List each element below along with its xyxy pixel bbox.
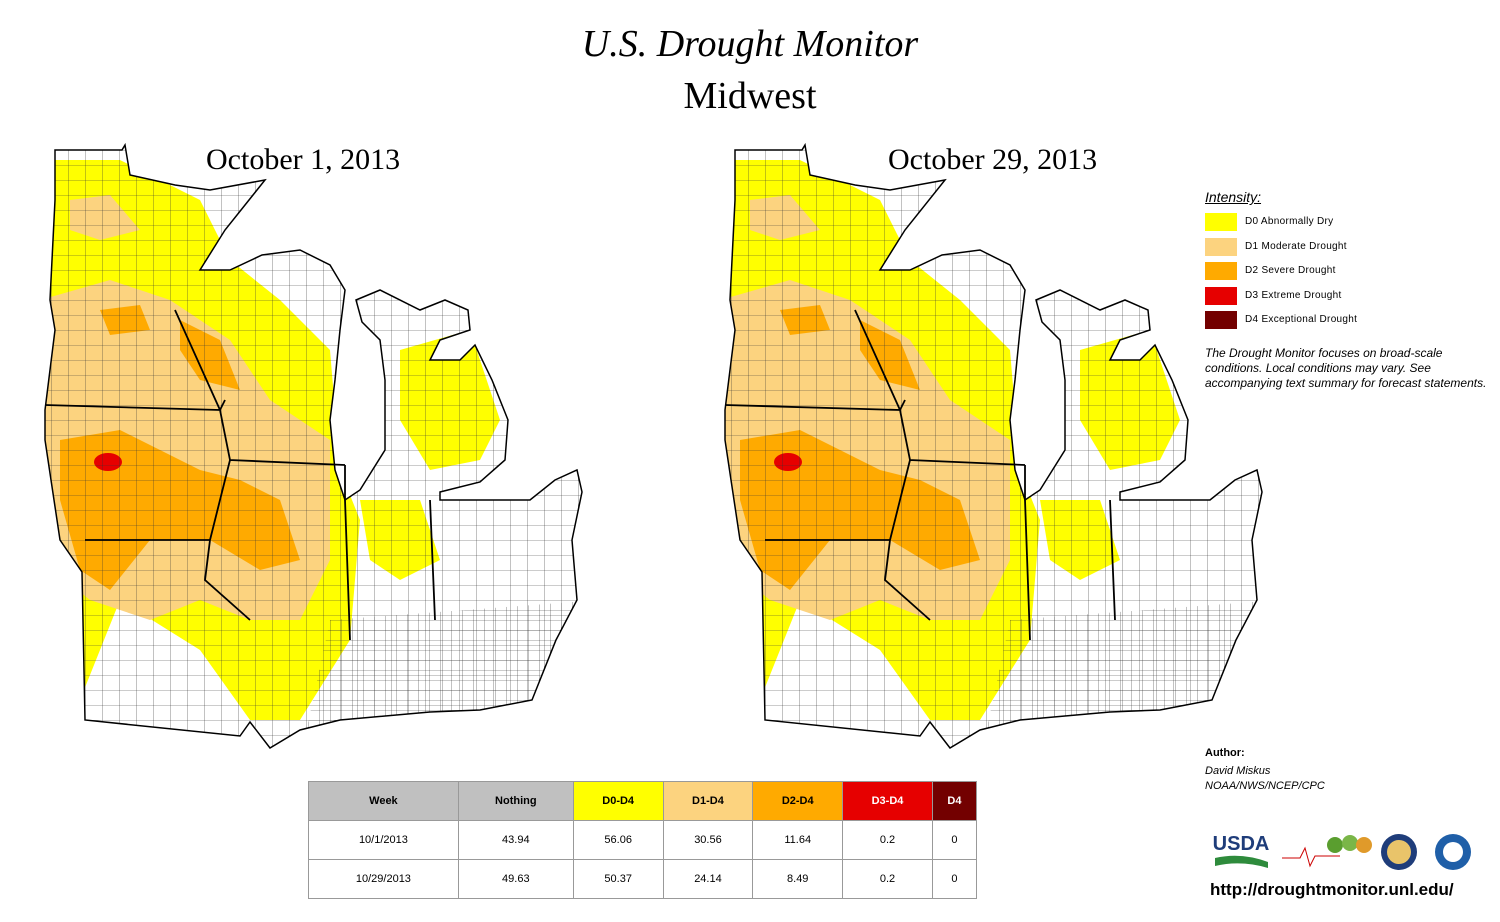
table-cell: 0	[931, 859, 978, 899]
stats-table: Week Nothing D0-D4 D1-D4 D2-D4 D3-D4 D4 10/1/20…	[308, 781, 978, 899]
map-oct-1	[40, 140, 600, 760]
table-cell: 8.49	[752, 859, 844, 899]
table-cell: 43.94	[457, 820, 574, 860]
legend-swatch	[1205, 213, 1237, 231]
logos: USDA	[1212, 832, 1471, 870]
usda-logo: USDA	[1213, 833, 1270, 855]
table-row: 10/29/2013 49.63 50.37 24.14 8.49 0.2 0	[308, 859, 978, 899]
table-cell: 0	[931, 820, 978, 860]
url: http://droughtmonitor.unl.edu/	[1210, 880, 1454, 899]
author-name: David Miskus	[1205, 765, 1271, 777]
subtitle: Midwest	[683, 75, 817, 117]
header-cell: D2-D4	[752, 781, 844, 821]
author-label: Author:	[1205, 747, 1245, 759]
table-cell: 0.2	[842, 859, 933, 899]
map-label: October 1, 2013	[206, 143, 401, 176]
header-cell: D0-D4	[572, 781, 664, 821]
legend-swatch	[1205, 311, 1237, 329]
title: U.S. Drought Monitor	[581, 23, 919, 65]
legend-swatch	[1205, 237, 1237, 256]
legend-swatch	[1205, 286, 1237, 305]
legend-label: D0 Abnormally Dry	[1245, 216, 1334, 227]
header-cell: Nothing	[457, 781, 574, 821]
legend-swatch	[1205, 262, 1237, 280]
table-cell: 56.06	[572, 820, 664, 860]
map-oct-29	[720, 140, 1280, 760]
header-row: Week Nothing D0-D4 D1-D4 D2-D4 D3-D4 D4	[308, 781, 978, 821]
table-cell: 10/1/2013	[308, 820, 459, 860]
header-cell: D3-D4	[842, 781, 933, 821]
legend-label: D1 Moderate Drought	[1245, 240, 1347, 252]
table-cell: 30.56	[662, 820, 754, 860]
table-cell: 49.63	[457, 859, 574, 899]
table-cell: 11.64	[752, 820, 844, 860]
table-cell: 0.2	[842, 820, 933, 860]
legend-note: The Drought Monitor focuses on broad-sca…	[1205, 346, 1487, 390]
legend-title: Intensity:	[1205, 189, 1262, 205]
header-cell: D1-D4	[662, 781, 754, 821]
author-org: NOAA/NWS/NCEP/CPC	[1205, 780, 1325, 792]
table-cell: 10/29/2013	[308, 859, 459, 899]
header-cell: Week	[308, 781, 459, 821]
table-cell: 24.14	[662, 859, 754, 899]
legend-label: D2 Severe Drought	[1245, 265, 1336, 276]
table-row: 10/1/2013 43.94 56.06 30.56 11.64 0.2 0	[308, 820, 978, 860]
map-label: October 29, 2013	[888, 143, 1098, 176]
header-cell: D4	[931, 781, 978, 821]
table-cell: 50.37	[572, 859, 664, 899]
legend-label: D4 Exceptional Drought	[1245, 314, 1358, 325]
legend-label: D3 Extreme Drought	[1245, 289, 1342, 301]
